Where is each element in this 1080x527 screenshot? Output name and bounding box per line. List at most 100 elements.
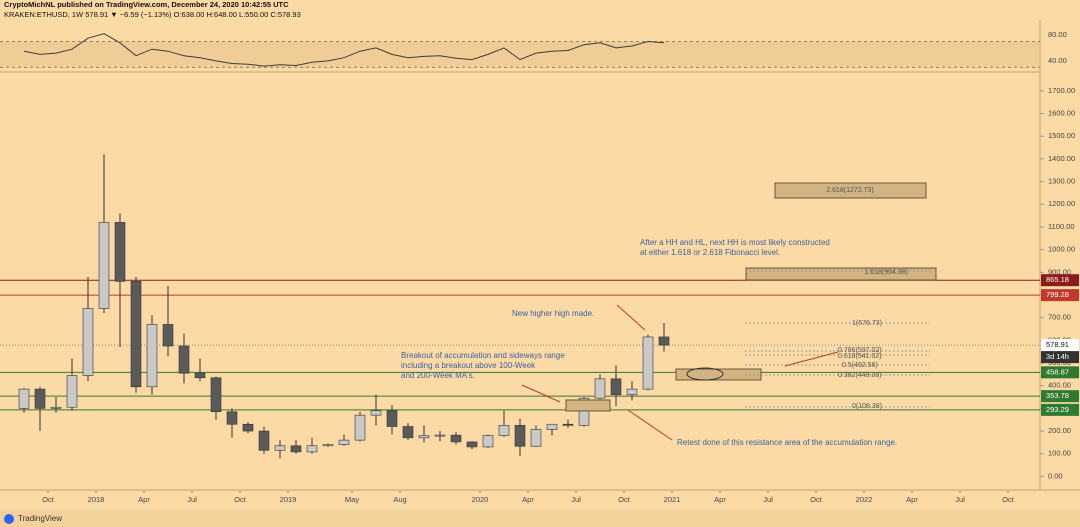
candle-body	[210, 377, 222, 413]
candle-body	[130, 281, 142, 388]
candle-body	[434, 434, 446, 437]
candle-body	[338, 439, 350, 445]
y-tick-label: 1300.00	[1048, 177, 1075, 186]
x-tick-label: 2020	[472, 495, 489, 504]
x-tick-label: 2022	[856, 495, 873, 504]
annotation: After a HH and HL, next HH is most likel…	[640, 238, 830, 247]
candle-body	[642, 336, 654, 390]
candle-body	[194, 372, 206, 379]
candle-body	[50, 406, 62, 409]
y-tick-label: 1200.00	[1048, 199, 1075, 208]
candle-body	[354, 414, 366, 441]
candle-body	[418, 435, 430, 439]
price-tag	[1041, 289, 1079, 302]
candle-body	[178, 345, 190, 374]
price-tag	[1041, 403, 1079, 416]
price-tag-label: 799.28	[1046, 290, 1069, 299]
price-tag-label: 293.29	[1046, 405, 1069, 414]
target-box	[774, 182, 927, 199]
x-tick-label: Apr	[522, 495, 534, 504]
countdown: 3d 14h	[1046, 352, 1069, 361]
price-tag	[1041, 366, 1079, 379]
arrow	[521, 384, 561, 403]
price-tag-label: 578.91	[1046, 340, 1069, 349]
x-tick-label: Aug	[393, 495, 406, 504]
x-tick-label: Apr	[138, 495, 150, 504]
footer-bar	[0, 510, 1080, 527]
candle-body	[226, 411, 238, 425]
x-tick-label: 2019	[280, 495, 297, 504]
price-tag	[1041, 274, 1079, 287]
drawings: 2.618(1272.73) 1.618(904.38) 1(676.73) 0…	[401, 182, 937, 447]
arrow	[784, 351, 839, 367]
y-tick-label: 1000.00	[1048, 245, 1075, 254]
annotation: New higher high made.	[512, 309, 594, 318]
candle-body	[658, 336, 670, 346]
candle-body	[562, 423, 574, 426]
candle-body	[322, 444, 334, 447]
x-tick-label: Jul	[763, 495, 773, 504]
candle-body	[258, 430, 270, 451]
arrows	[521, 304, 839, 441]
x-tick-label: Apr	[714, 495, 726, 504]
fib-label: 0.618(541.02)	[838, 353, 882, 360]
fib-label: 2.618(1272.73)	[826, 187, 873, 194]
price-tag-label: 353.78	[1046, 391, 1069, 400]
x-tick-label: Jul	[187, 495, 197, 504]
candle-body	[290, 445, 302, 453]
annotation: and 200-Week MA's.	[401, 371, 475, 380]
y-tick-label: 900.00	[1048, 267, 1071, 276]
rsi-tick-label: 40.00	[1048, 56, 1067, 65]
arrow	[627, 409, 673, 441]
price-tag-label: 458.87	[1046, 367, 1069, 376]
fib-lines	[745, 270, 930, 408]
candle-body	[306, 445, 318, 453]
candle-body	[82, 308, 94, 376]
x-tick-label: Oct	[1002, 495, 1015, 504]
candle-body	[546, 423, 558, 430]
candle-body	[34, 388, 46, 409]
candle-body	[18, 388, 30, 409]
fib-label: 0.382(449.08)	[838, 372, 882, 379]
footer-brand: TradingView	[18, 514, 62, 523]
candle-body	[402, 426, 414, 439]
annotation: Retest done of this resistance area of t…	[677, 438, 897, 447]
y-tick-label: 1600.00	[1048, 109, 1075, 118]
fib-label: 0(108.38)	[852, 403, 882, 410]
x-tick-label: Jul	[955, 495, 965, 504]
x-tick-label: Oct	[810, 495, 823, 504]
candle-body	[274, 445, 286, 451]
candle-body	[370, 410, 382, 416]
rsi-tick-label: 80.00	[1048, 30, 1067, 39]
y-tick-label: 1500.00	[1048, 131, 1075, 140]
zone-box	[565, 399, 611, 412]
x-tick-label: May	[345, 495, 359, 504]
candle-body	[242, 423, 254, 432]
fib-label: 1.618(904.38)	[864, 269, 908, 276]
fib-label: 0.786(597.02)	[838, 347, 882, 354]
price-tag	[1041, 339, 1079, 352]
x-tick-label: Oct	[618, 495, 631, 504]
candle-body	[498, 425, 510, 436]
fib-label: 0.5(492.56)	[842, 362, 878, 369]
header-title: CryptoMichNL published on TradingView.co…	[4, 0, 289, 9]
logo	[4, 514, 14, 524]
candle-body	[482, 435, 494, 448]
price-tag	[1041, 390, 1079, 403]
y-tick-label: 1100.00	[1048, 222, 1075, 231]
candle-body	[146, 324, 158, 388]
candle-body	[530, 429, 542, 447]
rsi-band	[0, 41, 1040, 68]
y-tick-label: 1700.00	[1048, 86, 1075, 95]
candle-body	[98, 222, 110, 309]
y-tick-label: 700.00	[1048, 313, 1071, 322]
header-subtitle: KRAKEN:ETHUSD, 1W 578.91 ▼ −6.59 (−1.13%…	[4, 10, 301, 19]
x-tick-label: 2021	[664, 495, 681, 504]
annotation: Breakout of accumulation and sideways ra…	[401, 351, 565, 360]
arrow	[616, 304, 646, 331]
x-tick-label: Jul	[571, 495, 581, 504]
candle-body	[594, 378, 606, 399]
x-tick-label: Oct	[234, 495, 247, 504]
